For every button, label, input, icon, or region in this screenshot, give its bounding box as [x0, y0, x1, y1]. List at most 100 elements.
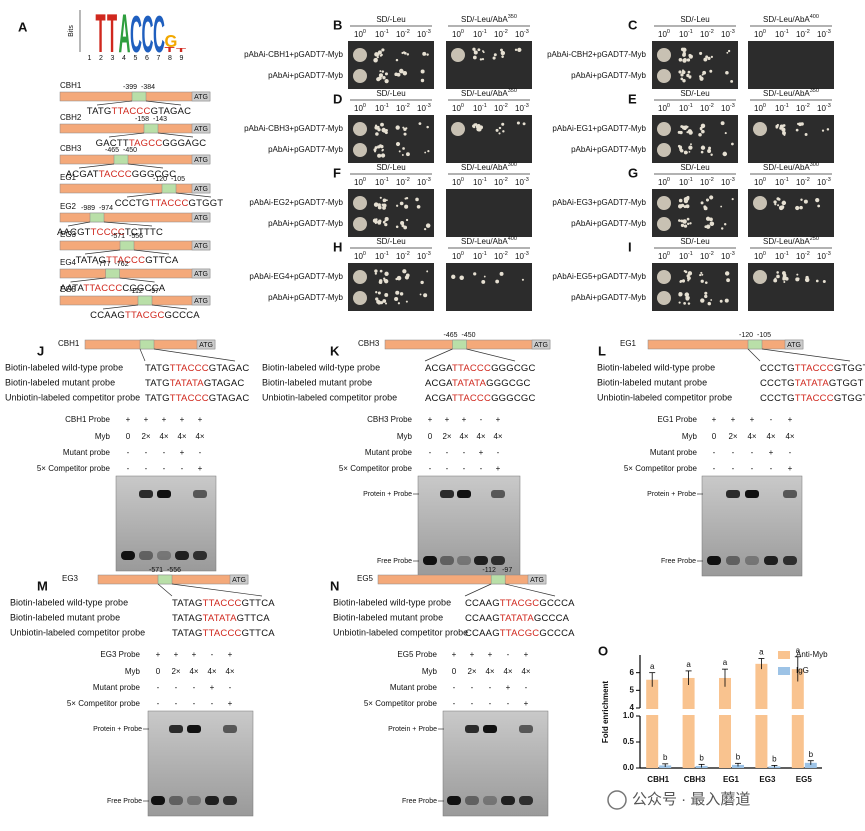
logo-axis-label: Bits: [68, 25, 75, 37]
colony: [472, 55, 477, 60]
connector: [126, 192, 163, 198]
y-tick-label: 1.0: [623, 711, 635, 720]
colony: [700, 123, 706, 129]
reaction-cell: -: [471, 683, 474, 692]
dilution-label: 100: [658, 177, 670, 187]
logo-position: 7: [157, 55, 161, 62]
site-sequence: TATATA: [500, 613, 535, 624]
dilution-base: 10: [754, 30, 763, 39]
site-end: -143: [153, 116, 167, 123]
flank-sequence: GGGAGC: [162, 138, 206, 149]
colony: [822, 279, 826, 283]
reaction-cell: 4×: [225, 667, 234, 676]
colony: [785, 277, 789, 281]
dilution-exponent: -1: [482, 29, 487, 35]
logo-position: 3: [111, 55, 115, 62]
binding-site: [131, 91, 147, 102]
flank-sequence: CCAAG: [465, 628, 500, 639]
colony: [826, 128, 830, 131]
shifted-band: [726, 490, 740, 498]
reaction-row-label: 5× Competitor probe: [364, 699, 438, 708]
colony: [402, 70, 408, 76]
atg-box: [527, 574, 547, 585]
gene-name: EG1: [60, 173, 77, 182]
colony: [781, 200, 787, 206]
colony: [374, 146, 378, 150]
free-probe-band: [169, 796, 183, 805]
colony: [375, 291, 378, 294]
colony: [495, 128, 499, 132]
dilution-label: 10-3: [515, 251, 529, 261]
flank-sequence: CCCTG: [760, 363, 795, 374]
dilution-label: 10-3: [417, 251, 431, 261]
dilution-label: 10-3: [721, 29, 735, 39]
colony: [380, 122, 384, 127]
colony: [373, 202, 379, 207]
flank-sequence: CCAAG: [465, 613, 500, 624]
colony: [422, 51, 427, 56]
colony: [423, 293, 428, 298]
colony: [689, 222, 692, 225]
colony: [686, 58, 691, 62]
y-tick-label: 5: [630, 685, 635, 694]
colony: [699, 75, 702, 78]
strain-label: pAbAi+pGADT7-Myb: [571, 293, 646, 302]
site-start: -120: [153, 176, 167, 183]
flank-sequence: ACGA: [425, 363, 453, 374]
medium-header: SD/-Leu: [680, 89, 709, 98]
gene-name: EG5: [357, 574, 374, 583]
site-end: -97: [502, 567, 512, 574]
reaction-cell: -: [181, 464, 184, 473]
dilution-exponent: -1: [384, 177, 389, 183]
colony: [796, 122, 800, 125]
site-end: -97: [149, 288, 159, 295]
x-tick-label: CBH1: [647, 775, 669, 784]
colony: [685, 296, 689, 300]
dilution-base: 10: [452, 104, 461, 113]
reaction-row-label: Myb: [422, 667, 438, 676]
free-probe-band: [726, 556, 740, 565]
medium-name: SD/-Leu/AbA: [763, 15, 810, 24]
dilution-label: 10-2: [796, 251, 810, 261]
colony: [815, 198, 820, 203]
dilution-base: 10: [796, 252, 805, 261]
shifted-band: [193, 490, 207, 498]
medium-header: SD/-Leu: [680, 15, 709, 24]
strain-label: pAbAi+pGADT7-Myb: [268, 219, 343, 228]
reaction-cell: +: [769, 448, 774, 457]
colony: [726, 278, 730, 283]
colony: [399, 201, 404, 206]
flank-sequence: TATAG: [172, 628, 203, 639]
flank-sequence: TATAG: [172, 598, 203, 609]
colony: [684, 270, 688, 274]
band-label: Free Probe: [107, 798, 142, 805]
gene-promoter: [59, 295, 211, 306]
reaction-cell: -: [175, 683, 178, 692]
gene-name: EG2: [60, 202, 77, 211]
dilution-label: 10-3: [515, 103, 529, 113]
colony: [677, 204, 683, 209]
atg-label: ATG: [787, 342, 801, 349]
site-sequence: TTACCC: [170, 363, 209, 374]
dilution-base: 10: [452, 252, 461, 261]
colony: [803, 199, 808, 204]
aba-concentration: 400: [508, 236, 517, 242]
reaction-cell: -: [525, 683, 528, 692]
colony: [800, 122, 804, 126]
logo-position: 6: [145, 55, 149, 62]
dilution-base: 10: [775, 252, 784, 261]
reaction-cell: -: [211, 699, 214, 708]
colony: [384, 223, 388, 227]
colony: [721, 227, 724, 230]
colony: [427, 150, 430, 153]
colony: [385, 199, 388, 202]
dilution-exponent: -3: [730, 177, 735, 183]
colony: [753, 196, 767, 210]
colony: [707, 56, 711, 60]
colony: [381, 148, 384, 151]
reaction-cell: 4×: [189, 667, 198, 676]
colony: [724, 271, 730, 276]
medium-header: SD/-Leu/AbA300: [461, 162, 517, 172]
colony: [379, 74, 382, 77]
